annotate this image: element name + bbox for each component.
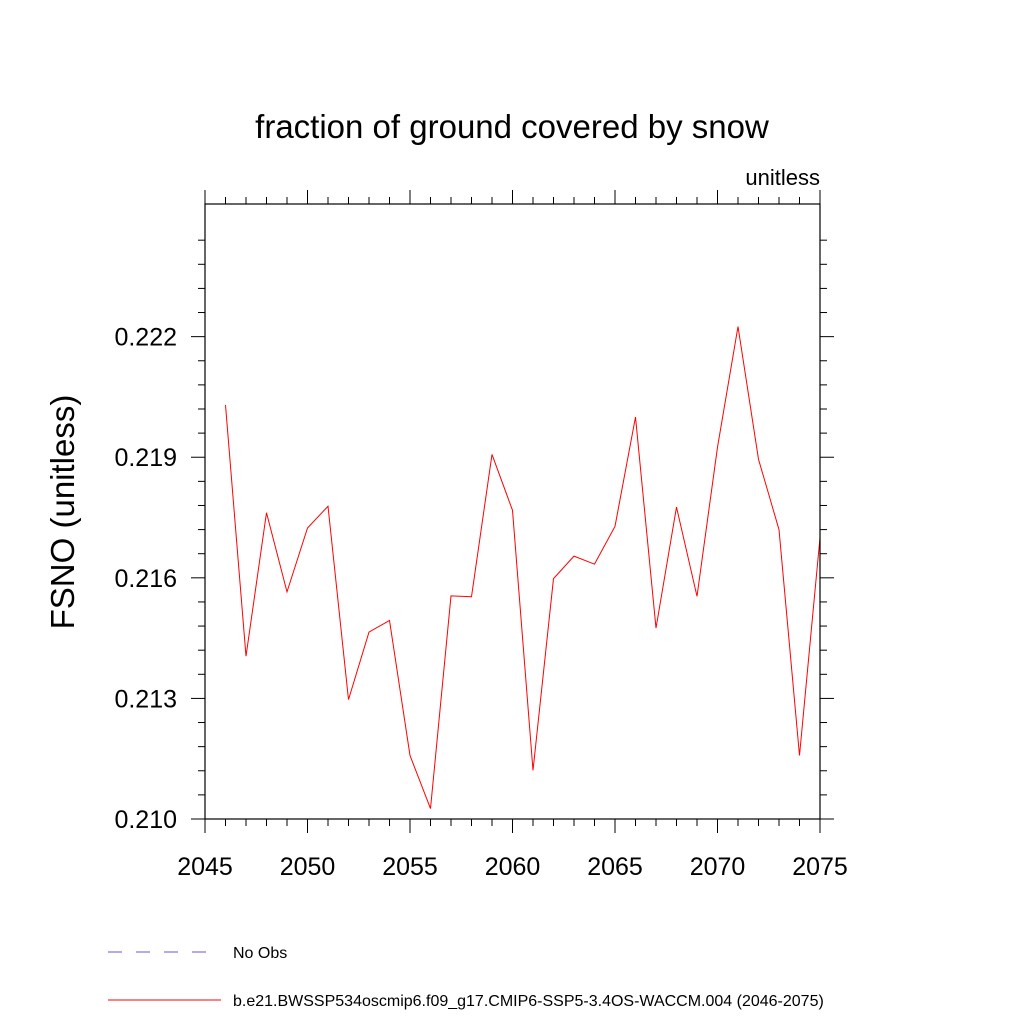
data-point bbox=[593, 562, 597, 566]
y-tick-label: 0.210 bbox=[114, 806, 177, 834]
data-point bbox=[736, 325, 740, 329]
data-point bbox=[244, 654, 248, 658]
data-point bbox=[511, 508, 515, 512]
data-point bbox=[654, 626, 658, 630]
x-tick-label: 2045 bbox=[177, 853, 233, 881]
legend: No Obs b.e21.BWSSP534oscmip6.f09_g17.CMI… bbox=[108, 945, 824, 1010]
chart-title: fraction of ground covered by snow bbox=[255, 108, 769, 145]
data-point bbox=[470, 595, 474, 599]
x-tick-label: 2050 bbox=[280, 853, 336, 881]
y-axis-label: FSNO (unitless) bbox=[44, 395, 81, 630]
legend-label-model-run: b.e21.BWSSP534oscmip6.f09_g17.CMIP6-SSP5… bbox=[233, 993, 824, 1010]
data-point bbox=[285, 590, 289, 594]
data-point bbox=[265, 511, 269, 515]
data-point bbox=[490, 452, 494, 456]
data-point bbox=[716, 445, 720, 449]
data-point bbox=[408, 753, 412, 757]
series-line-0 bbox=[225, 326, 821, 809]
y-tick-label: 0.213 bbox=[114, 685, 177, 713]
data-point bbox=[531, 768, 535, 772]
data-point bbox=[675, 505, 679, 509]
data-point bbox=[634, 415, 638, 419]
plot-frame bbox=[204, 203, 821, 820]
data-point bbox=[388, 618, 392, 622]
x-tick-label: 2065 bbox=[587, 853, 643, 881]
data-point bbox=[347, 698, 351, 702]
x-tick-label: 2055 bbox=[382, 853, 438, 881]
x-tick-label: 2075 bbox=[792, 853, 848, 881]
data-point bbox=[326, 504, 330, 508]
axis-ticks: 2045 2050 2055 2060 2065 2070 2075 0.210 0.213 0.… bbox=[114, 190, 848, 881]
x-tick-label: 2070 bbox=[690, 853, 746, 881]
data-point bbox=[449, 594, 453, 598]
data-point bbox=[224, 403, 228, 407]
data-point bbox=[757, 457, 761, 461]
y-tick-label: 0.216 bbox=[114, 565, 177, 593]
data-point bbox=[429, 807, 433, 811]
y-tick-label: 0.222 bbox=[114, 324, 177, 352]
legend-label-no-obs: No Obs bbox=[233, 945, 287, 962]
data-point bbox=[613, 524, 617, 528]
series-layer bbox=[224, 325, 821, 811]
data-point bbox=[572, 554, 576, 558]
units-label: unitless bbox=[745, 165, 820, 190]
data-point bbox=[367, 630, 371, 634]
data-point bbox=[306, 526, 310, 530]
data-point bbox=[777, 528, 781, 532]
data-point bbox=[798, 753, 802, 757]
x-tick-label: 2060 bbox=[485, 853, 541, 881]
data-point bbox=[552, 577, 556, 581]
data-point bbox=[695, 594, 699, 598]
y-tick-label: 0.219 bbox=[114, 444, 177, 472]
